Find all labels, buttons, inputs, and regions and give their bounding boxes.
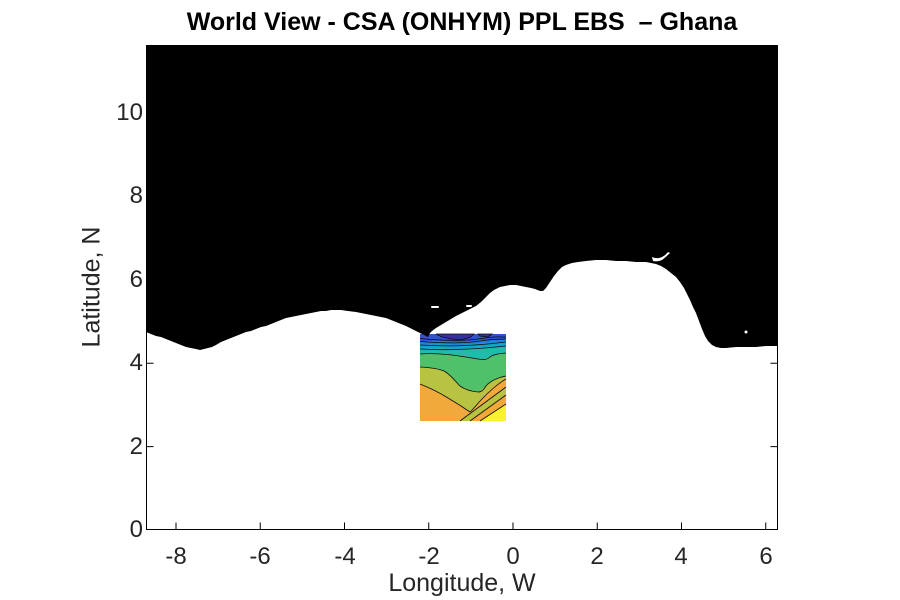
y-tick-label: 2 [129,433,143,460]
y-axis-label: Latitude, N [77,226,106,348]
x-tick-label: 0 [506,543,520,570]
x-tick-label: -2 [418,543,440,570]
x-tick-label: -4 [334,543,356,570]
contour-patch [419,333,507,422]
lagoon-swoosh [652,252,670,262]
contour-band-green [420,353,506,392]
y-tick-label: 0 [129,516,143,543]
x-axis-label: Longitude, W [388,569,536,597]
x-tick-label: 6 [759,543,773,570]
lagoon-slivers [431,252,748,334]
plot-title: World View - CSA (ONHYM) PPL EBS – Ghana [186,8,738,36]
y-tick-label: 4 [129,349,143,376]
y-tick-label: 6 [129,266,143,293]
contour-band-indigo [435,333,476,340]
map-plot-area [146,45,778,530]
x-tick-label: 2 [590,543,604,570]
x-tick-label: -8 [165,543,187,570]
x-tick-label: -6 [249,543,271,570]
y-axis-ticks [146,112,778,530]
contour-lines [419,336,507,422]
x-axis-ticks [175,45,767,530]
y-tick-label: 8 [129,182,143,209]
contour-band-indigo-2 [477,333,494,338]
contour-band-olive [420,367,506,412]
land-polygon [146,45,778,350]
axis-box [146,45,778,530]
y-tick-label: 10 [116,99,143,126]
x-tick-label: 4 [674,543,688,570]
